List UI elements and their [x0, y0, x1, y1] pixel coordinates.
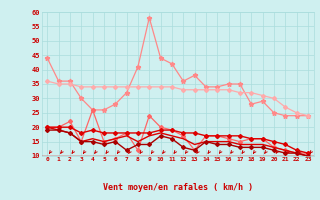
Text: Vent moyen/en rafales ( km/h ): Vent moyen/en rafales ( km/h )	[103, 183, 252, 192]
